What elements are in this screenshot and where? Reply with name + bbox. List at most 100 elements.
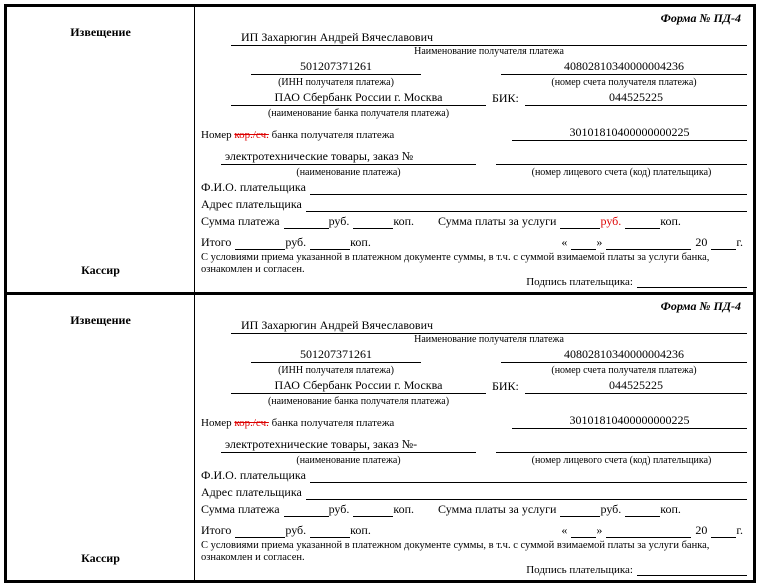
- bank-caption-2: (наименование банка получателя платежа): [231, 396, 486, 407]
- year-suffix-2: г.: [736, 523, 747, 538]
- fee-rub-input-2[interactable]: [560, 503, 600, 517]
- terms-text: С условиями приема указанной в платежном…: [201, 252, 747, 276]
- fee-label: Сумма платы за услуги: [438, 214, 560, 229]
- terms-text-2: С условиями приема указанной в платежном…: [201, 540, 747, 564]
- korr-label-2: Номер кор./сч. банка получателя платежа: [201, 417, 394, 429]
- korr-account-2: 30101810400000000225: [512, 413, 747, 429]
- addr-label: Адрес плательщика: [201, 197, 306, 212]
- total-rub-label: руб.: [285, 235, 310, 250]
- addr-input[interactable]: [306, 198, 747, 212]
- date-day-input-2[interactable]: [571, 524, 596, 538]
- bank-caption: (наименование банка получателя платежа): [231, 108, 486, 119]
- inn-caption-2: (ИНН получателя платежа): [251, 365, 421, 376]
- account-caption-2: (номер счета получателя платежа): [501, 365, 747, 376]
- total-label-2: Итого: [201, 523, 235, 538]
- recipient-account: 40802810340000004236: [501, 59, 747, 75]
- sum-kop-input-2[interactable]: [353, 503, 393, 517]
- korr-suffix: банка получателя платежа: [269, 129, 394, 141]
- fio-input-2[interactable]: [310, 469, 747, 483]
- addr-label-2: Адрес плательщика: [201, 485, 306, 500]
- sign-line[interactable]: [637, 287, 747, 288]
- addr-input-2[interactable]: [306, 486, 747, 500]
- recipient-bik: 044525225: [525, 90, 747, 106]
- total-rub-label-2: руб.: [285, 523, 310, 538]
- date-open-2: «: [561, 523, 571, 538]
- date-year-input-2[interactable]: [711, 524, 736, 538]
- korr-red-2: кор./сч.: [234, 417, 269, 429]
- sum-rub-input-2[interactable]: [284, 503, 329, 517]
- rub-label-2: руб.: [329, 502, 354, 517]
- form-title-2: Форма № ПД-4: [201, 297, 747, 316]
- kop-label-2: коп.: [393, 502, 418, 517]
- left-column: Извещение Кассир: [7, 7, 195, 292]
- total-kop-label-2: коп.: [350, 523, 375, 538]
- korr-label: Номер кор./сч. банка получателя платежа: [201, 129, 394, 141]
- recipient-name-caption: Наименование получателя платежа: [231, 46, 747, 57]
- cashier-label: Кассир: [7, 263, 194, 278]
- recipient-name-caption-2: Наименование получателя платежа: [231, 334, 747, 345]
- ls-caption: (номер лицевого счета (код) плательщика): [496, 167, 747, 178]
- date-month-input-2[interactable]: [606, 524, 691, 538]
- sign-label: Подпись плательщика:: [526, 276, 633, 288]
- right-column: Форма № ПД-4 ИП Захарюгин Андрей Вячесла…: [195, 7, 753, 292]
- total-kop-label: коп.: [350, 235, 375, 250]
- recipient-name-2: ИП Захарюгин Андрей Вячеславович: [231, 318, 747, 334]
- korr-suffix-2: банка получателя платежа: [269, 417, 394, 429]
- ls-caption-2: (номер лицевого счета (код) плательщика): [496, 455, 747, 466]
- purpose-caption: (наименование платежа): [221, 167, 476, 178]
- payment-purpose-2: электротехнические товары, заказ №-: [221, 437, 476, 453]
- date-close: »: [596, 235, 606, 250]
- total-rub-input-2[interactable]: [235, 524, 285, 538]
- recipient-inn-2: 501207371261: [251, 347, 421, 363]
- total-kop-input-2[interactable]: [310, 524, 350, 538]
- sum-label-2: Сумма платежа: [201, 502, 284, 517]
- total-kop-input[interactable]: [310, 236, 350, 250]
- sign-line-2[interactable]: [637, 575, 747, 576]
- recipient-account-2: 40802810340000004236: [501, 347, 747, 363]
- sum-rub-input[interactable]: [284, 215, 329, 229]
- date-month-input[interactable]: [606, 236, 691, 250]
- notice-label: Извещение: [15, 25, 186, 40]
- inn-caption: (ИНН получателя платежа): [251, 77, 421, 88]
- date-year-input[interactable]: [711, 236, 736, 250]
- fee-kop-input[interactable]: [625, 215, 660, 229]
- fee-kop-label: коп.: [660, 214, 685, 229]
- right-column-2: Форма № ПД-4 ИП Захарюгин Андрей Вячесла…: [195, 295, 753, 580]
- kop-label: коп.: [393, 214, 418, 229]
- form-title: Форма № ПД-4: [201, 9, 747, 28]
- recipient-inn: 501207371261: [251, 59, 421, 75]
- fee-kop-input-2[interactable]: [625, 503, 660, 517]
- sum-kop-input[interactable]: [353, 215, 393, 229]
- date-close-2: »: [596, 523, 606, 538]
- left-column-2: Извещение Кассир: [7, 295, 195, 580]
- recipient-bank-2: ПАО Сбербанк России г. Москва: [231, 378, 486, 394]
- fee-rub-input[interactable]: [560, 215, 600, 229]
- fio-input[interactable]: [310, 181, 747, 195]
- payment-purpose: электротехнические товары, заказ №: [221, 149, 476, 165]
- date-day-input[interactable]: [571, 236, 596, 250]
- fee-rub-label-2: руб.: [600, 502, 625, 517]
- rub-label: руб.: [329, 214, 354, 229]
- fee-label-2: Сумма платы за услуги: [438, 502, 560, 517]
- korr-red: кор./сч.: [234, 129, 269, 141]
- sum-label: Сумма платежа: [201, 214, 284, 229]
- fio-label: Ф.И.О. плательщика: [201, 180, 310, 195]
- receipt-bottom: Извещение Кассир Форма № ПД-4 ИП Захарюг…: [7, 295, 753, 580]
- total-label: Итого: [201, 235, 235, 250]
- year-prefix: 20: [691, 235, 711, 250]
- recipient-bank: ПАО Сбербанк России г. Москва: [231, 90, 486, 106]
- year-prefix-2: 20: [691, 523, 711, 538]
- year-suffix: г.: [736, 235, 747, 250]
- personal-account-2[interactable]: [496, 439, 747, 453]
- personal-account[interactable]: [496, 151, 747, 165]
- fio-label-2: Ф.И.О. плательщика: [201, 468, 310, 483]
- cashier-label-2: Кассир: [7, 551, 194, 566]
- receipt-top: Извещение Кассир Форма № ПД-4 ИП Захарюг…: [7, 7, 753, 295]
- korr-account: 30101810400000000225: [512, 125, 747, 141]
- korr-prefix: Номер: [201, 129, 234, 141]
- fee-kop-label-2: коп.: [660, 502, 685, 517]
- bik-label: БИК:: [486, 91, 525, 106]
- notice-label-2: Извещение: [15, 313, 186, 328]
- total-rub-input[interactable]: [235, 236, 285, 250]
- bik-label-2: БИК:: [486, 379, 525, 394]
